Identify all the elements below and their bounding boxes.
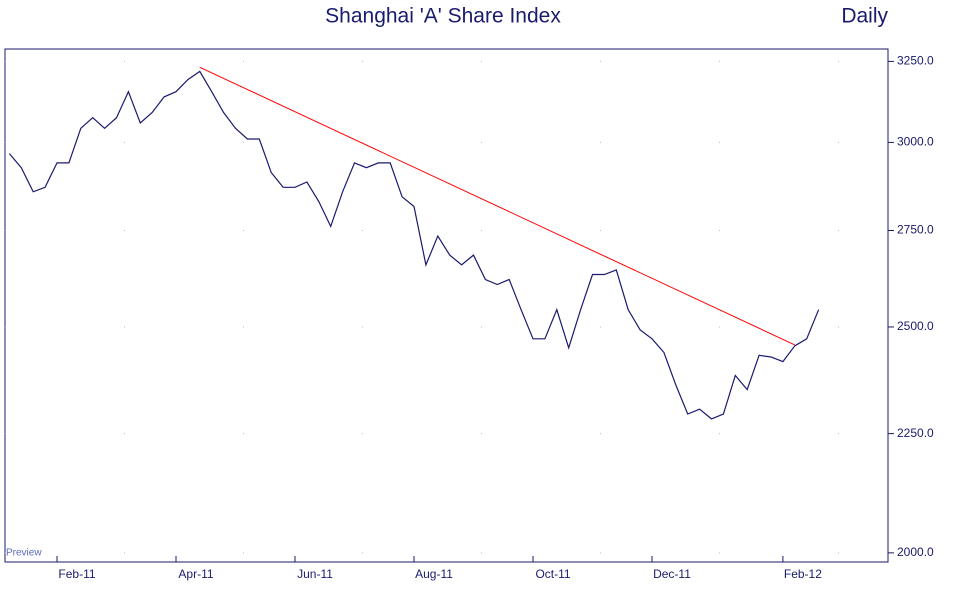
y-tick-label: 2750.0 bbox=[897, 223, 934, 237]
x-tick-label: Oct-11 bbox=[535, 567, 570, 581]
y-tick-label: 3250.0 bbox=[897, 54, 934, 68]
price-line bbox=[8, 70, 820, 420]
x-tick-label: Feb-11 bbox=[58, 567, 95, 581]
y-tick-label: 2500.0 bbox=[897, 319, 934, 333]
x-tick-label: Dec-11 bbox=[653, 567, 691, 581]
chart-title: Shanghai 'A' Share Index bbox=[325, 5, 561, 28]
x-tick-label: Aug-11 bbox=[415, 567, 453, 581]
y-tick-label: 3000.0 bbox=[897, 135, 934, 149]
y-tick-label: 2000.0 bbox=[897, 545, 934, 559]
plot-frame bbox=[4, 48, 889, 563]
x-tick-label: Jun-11 bbox=[297, 567, 333, 581]
watermark: Preview bbox=[6, 548, 42, 559]
frequency-label: Daily bbox=[841, 5, 888, 28]
y-tick-label: 2250.0 bbox=[897, 426, 934, 440]
x-tick-label: Apr-11 bbox=[178, 567, 213, 581]
x-tick-label: Feb-12 bbox=[784, 567, 822, 581]
trendline bbox=[199, 66, 796, 346]
